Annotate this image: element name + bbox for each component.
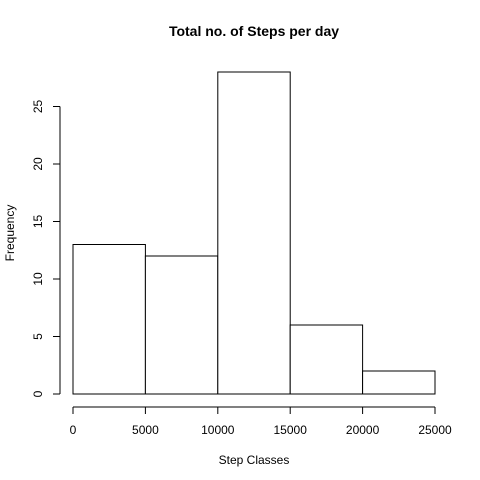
y-tick-label: 25 [31,100,45,114]
y-axis-label: Frequency [3,205,17,262]
x-tick-label: 25000 [418,423,452,437]
y-tick-label: 20 [31,157,45,171]
y-tick-label: 15 [31,215,45,229]
histogram-bar [217,71,291,395]
bars-group [72,71,436,395]
y-tick-label: 5 [31,333,45,340]
chart-title: Total no. of Steps per day [169,23,339,39]
x-axis-label: Step Classes [219,453,290,467]
y-axis: 0 5 10 15 20 25 [31,100,61,397]
x-tick-label: 0 [70,423,77,437]
histogram-bar [144,255,219,395]
x-axis: 0 5000 10000 15000 20000 25000 [70,406,452,437]
x-tick-label: 5000 [132,423,159,437]
x-tick-label: 20000 [346,423,380,437]
histogram-bar [289,324,364,395]
x-tick-label: 10000 [201,423,235,437]
x-tick-label: 15000 [274,423,308,437]
y-tick-label: 10 [31,272,45,286]
histogram-bar [72,244,146,395]
histogram-bar [362,370,436,395]
y-tick-label: 0 [31,390,45,397]
